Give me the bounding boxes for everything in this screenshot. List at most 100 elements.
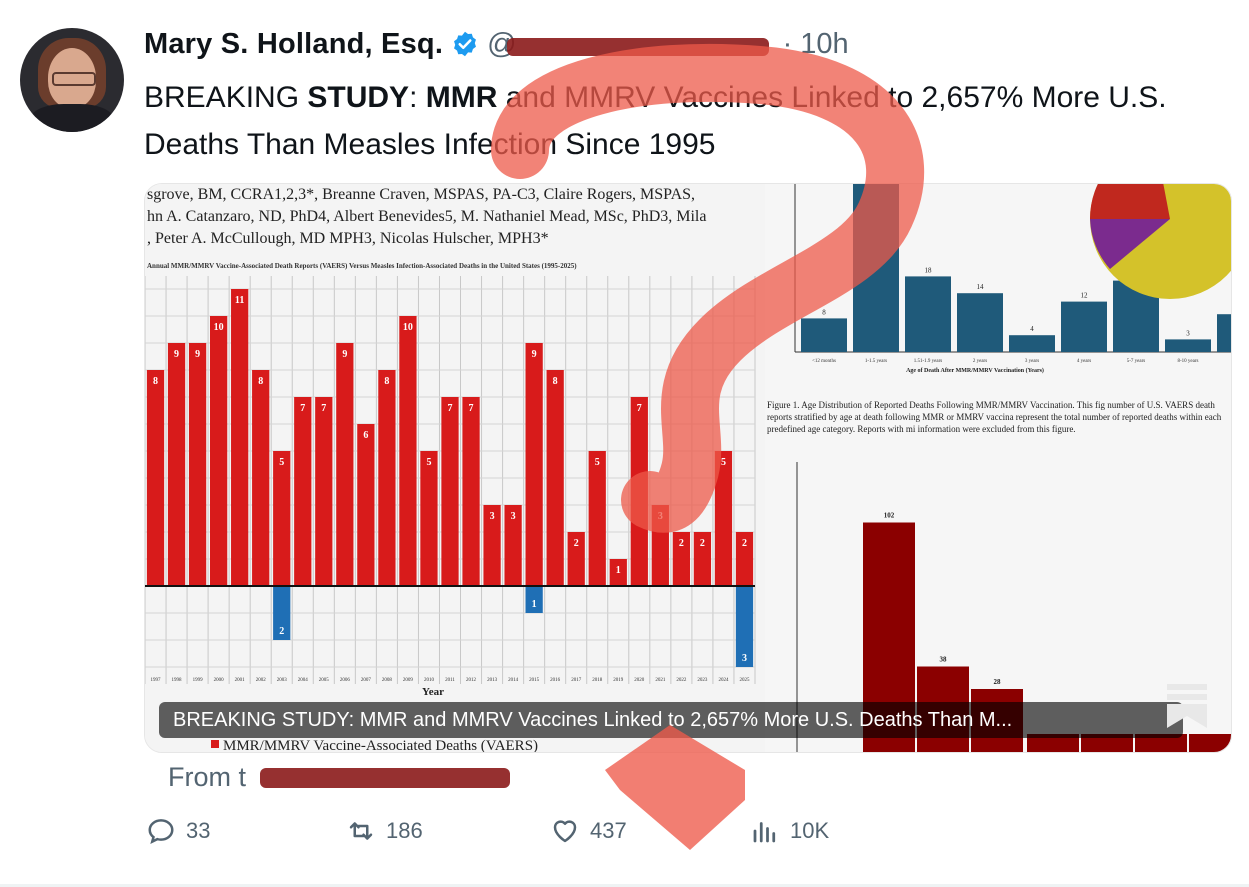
year-tick-label: 2021 — [655, 678, 666, 683]
vaccine-bar — [315, 397, 333, 586]
vaccine-bar — [693, 532, 712, 586]
year-tick-label: 1997 — [151, 678, 162, 683]
lower-bar-small — [1081, 734, 1133, 752]
tweet-time[interactable]: · 10h — [782, 27, 849, 60]
bar-value-label: 1 — [616, 565, 621, 576]
vaccine-bar — [546, 370, 564, 586]
card-caption[interactable]: BREAKING STUDY: MMR and MMRV Vaccines Li… — [159, 702, 1183, 738]
age-distribution-chart: 8 <12 months 1-1.5 years 18 1.51-1.9 years 14… — [794, 184, 1231, 374]
age-bar — [1165, 339, 1211, 352]
age-tick-label: 5-7 years — [1127, 359, 1146, 364]
author-handle[interactable]: @ — [487, 28, 774, 61]
heart-icon — [553, 820, 577, 843]
age-bar-value: 14 — [977, 283, 985, 291]
bar-value-label: 9 — [195, 349, 200, 360]
age-bar-value: 12 — [1081, 292, 1089, 300]
card-source[interactable]: From t — [168, 762, 510, 793]
age-bar-value: 18 — [925, 266, 933, 274]
like-button[interactable]: 437 — [550, 816, 627, 846]
vaccine-bar — [188, 343, 207, 586]
bar-value-label: 7 — [448, 403, 453, 414]
repost-button[interactable]: 186 — [346, 816, 423, 846]
author-avatar[interactable] — [20, 28, 124, 132]
redaction-scribble — [507, 37, 770, 56]
bar-value-label: 5 — [426, 457, 431, 468]
vaccine-bar — [252, 370, 270, 586]
vaccine-bar — [525, 343, 543, 586]
measles-value-label: 3 — [742, 653, 747, 664]
measles-value-label: 1 — [532, 599, 537, 610]
vaccine-bar — [609, 559, 627, 586]
link-card[interactable]: sgrove, BM, CCRA1,2,3*, Breanne Craven, … — [144, 183, 1232, 753]
vaccine-bar — [714, 451, 733, 586]
bar-value-label: 11 — [235, 295, 244, 306]
year-tick-label: 2009 — [403, 678, 414, 683]
age-tick-label: 1.51-1.9 years — [914, 359, 943, 364]
views-button[interactable]: 10K — [750, 816, 829, 846]
measles-bar — [735, 586, 754, 667]
year-tick-label: 2014 — [508, 678, 519, 683]
year-tick-label: 2010 — [424, 678, 435, 683]
redaction-scribble — [260, 768, 510, 788]
vaccine-bar — [588, 451, 606, 586]
reply-icon — [148, 819, 174, 844]
age-bar — [801, 318, 847, 352]
age-tick-label: 4 years — [1077, 359, 1091, 364]
vaccine-bar — [735, 532, 754, 586]
divider — [0, 884, 1249, 887]
bar-value-label: 7 — [321, 403, 326, 414]
year-tick-label: 2025 — [739, 678, 750, 683]
avatar-face — [48, 48, 96, 108]
bookmark-icon[interactable] — [1167, 684, 1207, 728]
vaccine-bar — [273, 451, 291, 586]
year-tick-label: 2001 — [235, 678, 246, 683]
age-xlabel: Age of Death After MMR/MMRV Vaccination … — [906, 367, 1044, 374]
figure-caption: Figure 1. Age Distribution of Reported D… — [767, 400, 1222, 434]
bar-value-label: 10 — [214, 322, 224, 333]
year-tick-label: 2015 — [529, 678, 540, 683]
lower-bar-small — [1135, 734, 1187, 752]
bar-value-label: 5 — [721, 457, 726, 468]
age-bar-value: 3 — [1186, 329, 1190, 337]
views-count: 10K — [790, 818, 830, 843]
vaccine-bar — [420, 451, 438, 586]
text-bold-study: STUDY — [307, 81, 410, 114]
age-tick-label: 3 years — [1025, 359, 1039, 364]
text-part: : — [409, 81, 426, 114]
annual-deaths-chart: 8199791998919991020001120018200252200372… — [145, 276, 756, 752]
paper-figure-right: 8 <12 months 1-1.5 years 18 1.51-1.9 years 14… — [765, 184, 1231, 752]
author-name[interactable]: Mary S. Holland, Esq. — [144, 27, 444, 60]
year-tick-label: 2007 — [361, 678, 372, 683]
verified-badge-icon[interactable] — [451, 30, 479, 58]
lower-bar-value: 38 — [940, 656, 948, 664]
bar-value-label: 2 — [742, 538, 747, 549]
age-bar — [1061, 301, 1107, 352]
bar-value-label: 8 — [553, 376, 558, 387]
bar-value-label: 9 — [174, 349, 179, 360]
age-bar — [853, 184, 899, 352]
vaccine-bar — [357, 424, 375, 586]
age-tick-label: <12 months — [812, 359, 836, 364]
year-tick-label: 2017 — [571, 678, 582, 683]
year-tick-label: 2011 — [445, 678, 455, 683]
vaccine-bar — [336, 343, 354, 586]
year-tick-label: 2012 — [466, 678, 477, 683]
bar-value-label: 6 — [363, 430, 368, 441]
year-tick-label: 2019 — [613, 678, 624, 683]
measles-bar — [525, 586, 543, 613]
like-count: 437 — [590, 818, 627, 843]
year-tick-label: 2000 — [214, 678, 225, 683]
bar-value-label: 7 — [469, 403, 474, 414]
legend-swatch — [211, 740, 219, 748]
bar-value-label: 3 — [658, 511, 663, 522]
avatar-glasses — [52, 72, 96, 86]
age-bar — [1009, 335, 1055, 352]
year-tick-label: 2022 — [676, 678, 687, 683]
age-tick-label: 8-10 years — [1178, 359, 1199, 364]
vaccine-bar — [672, 532, 691, 586]
vaccine-bar — [294, 397, 312, 586]
author-line: , Peter A. McCullough, MD MPH3, Nicolas … — [147, 230, 549, 247]
reply-button[interactable]: 33 — [146, 816, 210, 846]
tweet-header: Mary S. Holland, Esq. @ · 10h — [144, 24, 849, 64]
age-bar-value: 8 — [822, 308, 826, 316]
